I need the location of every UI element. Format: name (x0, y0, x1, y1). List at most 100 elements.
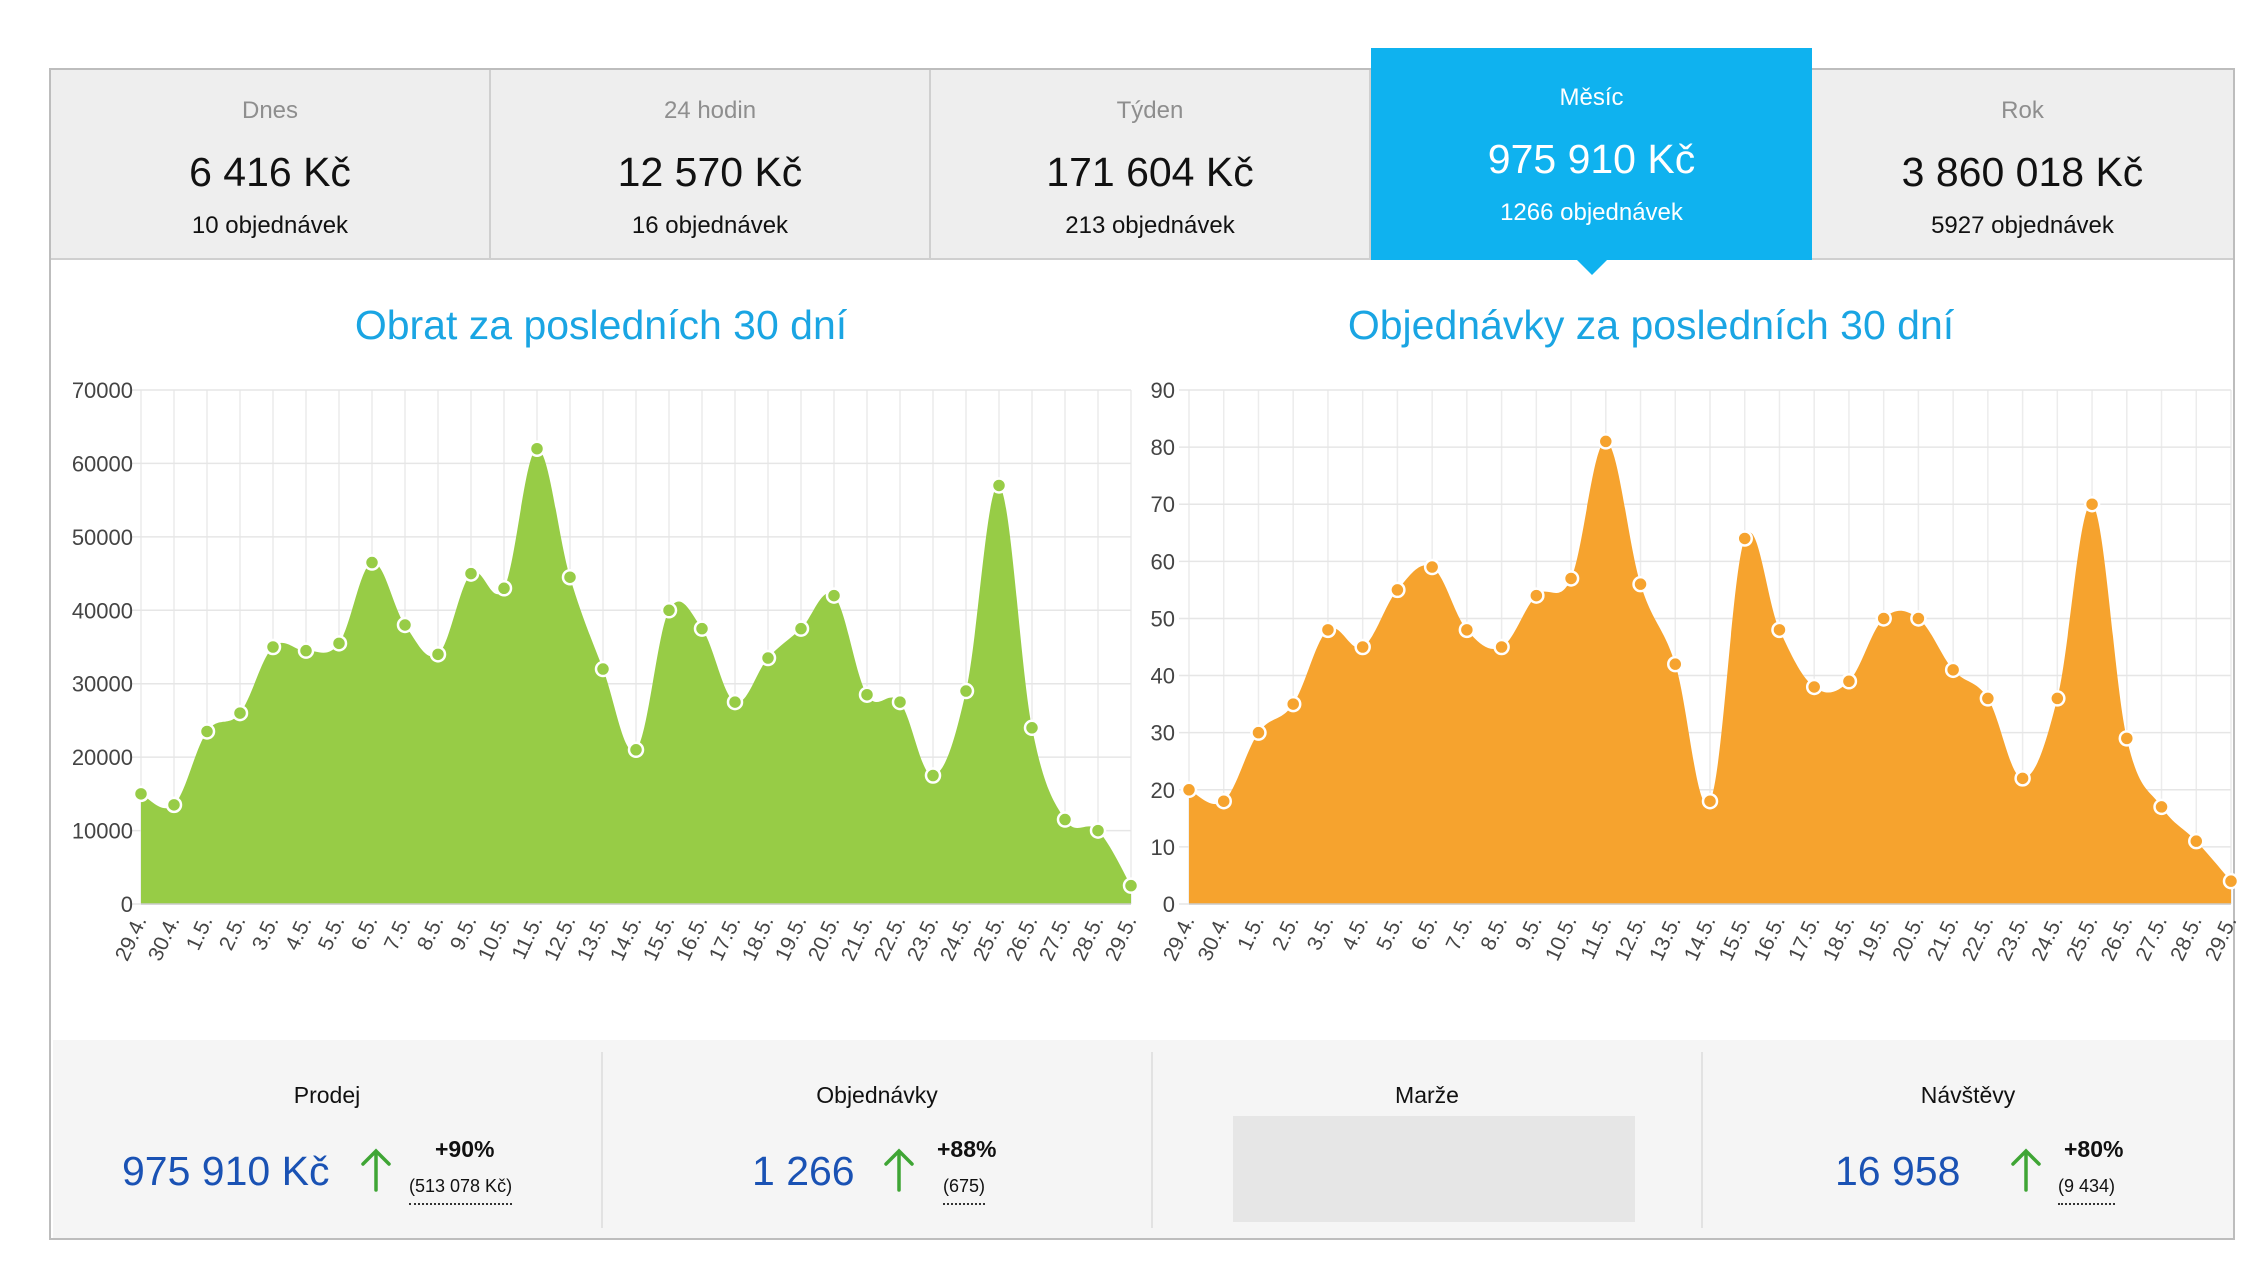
arrow-up-icon (2011, 1148, 2041, 1192)
data-point (1284, 695, 1302, 713)
y-tick-label: 30 (1151, 721, 1175, 746)
area-series (1189, 441, 2231, 904)
tab-label: Rok (2001, 97, 2044, 124)
x-tick-label: 5.5. (1372, 912, 1408, 953)
x-tick-label: 29.5. (2201, 912, 2242, 964)
stat-sales: Prodej 975 910 Kč +90% (513 078 Kč) (53, 1040, 601, 1238)
data-point (165, 796, 183, 814)
x-tick-label: 20.5. (804, 912, 845, 964)
tab-24-hodin[interactable]: 24 hodin 12 570 Kč 16 objednávek (491, 70, 931, 258)
x-tick-label: 1.5. (1233, 912, 1269, 953)
stat-previous-value[interactable]: (675) (943, 1176, 986, 1205)
tab-amount: 975 910 Kč (1487, 136, 1696, 182)
data-point (1056, 811, 1074, 828)
data-point (330, 635, 348, 652)
tab-orders: 5927 objednávek (1931, 212, 2114, 239)
data-point (1632, 575, 1649, 593)
y-tick-label: 10 (1151, 835, 1175, 860)
tab-mesic[interactable]: Měsíc 975 910 Kč 1266 objednávek (1371, 48, 1812, 275)
x-tick-label: 12.5. (540, 912, 581, 964)
x-tick-label: 13.5. (1645, 912, 1686, 964)
data-point (2153, 798, 2170, 816)
y-tick-label: 0 (121, 892, 133, 917)
tab-label: Týden (1116, 97, 1184, 124)
tab-label: 24 hodin (663, 97, 757, 124)
data-point (1771, 621, 1788, 639)
data-point (231, 704, 249, 722)
tab-amount: 171 604 Kč (1046, 149, 1254, 195)
x-tick-label: 14.5. (1680, 912, 1721, 964)
tab-orders: 1266 objednávek (1500, 199, 1683, 226)
x-tick-label: 12.5. (1610, 912, 1651, 964)
x-tick-label: 17.5. (705, 912, 746, 964)
x-tick-label: 24.5. (2027, 912, 2068, 964)
data-point (2118, 730, 2136, 747)
revenue-chart-title: Obrat za posledních 30 dní (354, 302, 848, 348)
data-point (1354, 638, 1371, 656)
x-tick-label: 18.5. (738, 912, 779, 964)
data-point (1493, 638, 1510, 656)
x-tick-label: 27.5. (2131, 912, 2172, 964)
data-point (1979, 690, 1997, 707)
tab-label: Měsíc (1559, 84, 1624, 111)
stat-change: +88% (937, 1136, 997, 1162)
x-tick-label: 24.5. (936, 912, 977, 964)
data-point (726, 693, 744, 711)
data-point (495, 580, 513, 597)
sales-dashboard: Dnes 6 416 Kč 10 objednávek 24 hodin 12 … (49, 48, 2242, 1240)
stats-bar: Prodej 975 910 Kč +90% (513 078 Kč) Obje… (53, 1040, 2233, 1238)
tab-dnes[interactable]: Dnes 6 416 Kč 10 objednávek (51, 70, 491, 258)
stat-divider (601, 1052, 603, 1228)
x-tick-label: 3.5. (1303, 912, 1339, 953)
x-tick-label: 7.5. (1442, 912, 1478, 953)
x-tick-label: 22.5. (870, 912, 911, 964)
y-tick-label: 70000 (72, 378, 133, 403)
x-tick-label: 3.5. (248, 912, 284, 953)
x-tick-label: 16.5. (672, 912, 713, 964)
data-point (363, 554, 381, 571)
orders-chart-title: Objednávky za posledních 30 dní (1347, 302, 1955, 348)
tab-label: Dnes (241, 97, 299, 124)
period-tabs: Dnes 6 416 Kč 10 objednávek 24 hodin 12 … (51, 48, 2233, 275)
x-tick-label: 4.5. (281, 912, 317, 953)
data-point (2188, 832, 2205, 850)
data-point (561, 568, 579, 586)
stat-previous-value[interactable]: (513 078 Kč) (409, 1176, 513, 1205)
data-point (2222, 872, 2240, 890)
x-tick-label: 9.5. (1511, 912, 1547, 953)
x-tick-label: 10.5. (474, 912, 515, 964)
tab-orders: 213 objednávek (1065, 212, 1235, 239)
x-tick-label: 29.4. (1159, 912, 1200, 964)
tab-orders: 10 objednávek (191, 212, 349, 239)
y-tick-label: 40 (1151, 664, 1175, 689)
data-point (825, 587, 843, 604)
x-tick-label: 4.5. (1338, 912, 1374, 953)
data-point (1562, 570, 1580, 587)
tab-amount: 6 416 Kč (189, 149, 351, 195)
x-tick-label: 6.5. (1407, 912, 1443, 953)
x-tick-label: 16.5. (1749, 912, 1790, 964)
data-point (396, 616, 414, 634)
x-tick-label: 17.5. (1784, 912, 1825, 964)
tab-rok[interactable]: Rok 3 860 018 Kč 5927 objednávek (1812, 70, 2233, 258)
x-tick-label: 23.5. (903, 912, 944, 964)
y-tick-label: 20 (1151, 778, 1175, 803)
data-point (1458, 621, 1476, 639)
tab-tyden[interactable]: Týden 171 604 Kč 213 objednávek (931, 70, 1371, 258)
data-point (1250, 724, 1267, 741)
y-tick-label: 70 (1151, 492, 1175, 517)
data-point (858, 686, 876, 703)
y-tick-label: 0 (1163, 892, 1175, 917)
x-tick-label: 22.5. (1958, 912, 1999, 964)
x-tick-label: 15.5. (1715, 912, 1756, 964)
x-tick-label: 1.5. (182, 912, 218, 953)
x-tick-label: 13.5. (573, 912, 614, 964)
data-point (693, 620, 711, 637)
stat-previous-value[interactable]: (9 434) (2058, 1176, 2116, 1205)
data-point (924, 767, 942, 784)
stat-value: 1 266 (752, 1148, 855, 1194)
tab-amount: 3 860 018 Kč (1901, 149, 2144, 195)
x-tick-label: 27.5. (1035, 912, 1076, 964)
x-tick-label: 8.5. (1476, 912, 1512, 953)
data-point (1528, 587, 1545, 604)
